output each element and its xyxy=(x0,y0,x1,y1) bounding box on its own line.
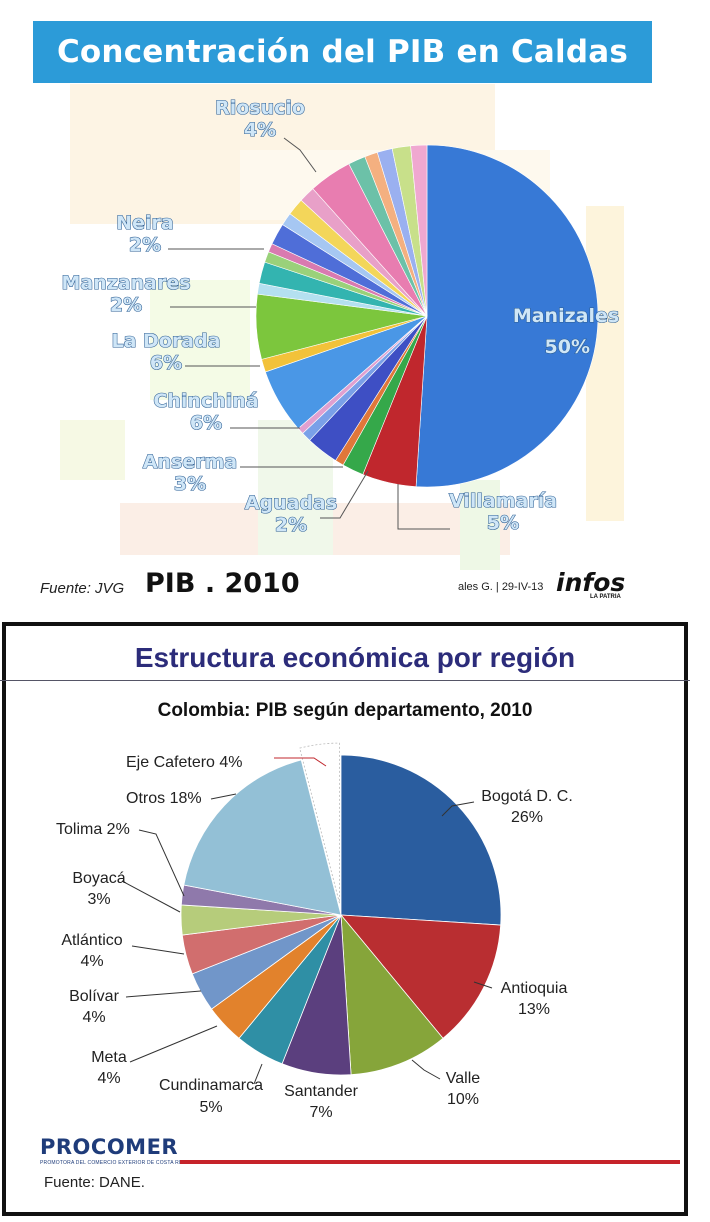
colombia-pie-svg: Bogotá D. C. 26% Antioquia 13% Valle 10% Santa… xyxy=(56,742,573,1121)
value-valle: 10% xyxy=(447,1091,479,1108)
bg-patch xyxy=(60,420,125,480)
page-title: Concentración del PIB en Caldas xyxy=(33,21,652,83)
label-tolima: Tolima 2% xyxy=(56,821,130,838)
credit-text: ales G. | 29-IV-13 xyxy=(458,581,544,593)
leader-bolivar xyxy=(125,990,202,998)
value-bogota-d-c: 26% xyxy=(511,809,543,826)
leader-riosucio xyxy=(283,137,317,173)
label-anserma: Anserma xyxy=(143,451,237,473)
leader-meta xyxy=(129,1025,218,1063)
leader-boyaca xyxy=(121,880,181,913)
value-manzanares: 2% xyxy=(110,294,142,316)
pie-slice-otros xyxy=(183,759,342,916)
value-chinchina: 6% xyxy=(190,412,222,434)
value-anserma: 3% xyxy=(174,473,206,495)
bg-patch xyxy=(460,480,500,570)
label-neira: Neira xyxy=(116,212,174,234)
value-bolivar: 4% xyxy=(82,1009,105,1026)
label-boyaca: Boyacá xyxy=(72,870,125,887)
pie-slice-valle xyxy=(340,913,444,1076)
bg-patch xyxy=(586,206,624,521)
label-riosucio: Riosucio xyxy=(215,97,305,119)
value-neira: 2% xyxy=(129,234,161,256)
source-left: Fuente: JVG xyxy=(40,580,125,597)
pib-overlay-label: PIB . 2010 xyxy=(145,568,300,599)
value-aguadas: 2% xyxy=(275,514,307,536)
pie-slice-antioquia xyxy=(340,914,502,1039)
value-villamaria: 5% xyxy=(487,512,519,534)
label-la-dorada: La Dorada xyxy=(112,330,221,352)
label-eje-cafetero: Eje Cafetero 4% xyxy=(126,754,243,771)
value-santander: 7% xyxy=(309,1104,332,1121)
caldas-chart-panel: Concentración del PIB en Caldas Manizale… xyxy=(33,21,652,600)
bg-patch xyxy=(150,280,250,400)
label-aguadas: Aguadas xyxy=(245,492,337,514)
infos-logo-subtext: LA PATRIA xyxy=(590,594,621,600)
label-bogota-d-c: Bogotá D. C. xyxy=(481,788,573,805)
label-villamaria: Villamaría xyxy=(449,490,557,512)
value-cundinamarca: 5% xyxy=(199,1099,222,1116)
value-manizales: 50% xyxy=(545,336,590,358)
label-valle: Valle xyxy=(446,1070,480,1087)
label-chinchina: Chinchiná xyxy=(153,390,258,412)
value-antioquia: 13% xyxy=(518,1001,550,1018)
title-divider xyxy=(0,680,690,681)
colombia-chart-panel: Estructura económica por región Colombia… xyxy=(0,622,690,1216)
pie-slice-bogota-d-c xyxy=(340,754,502,926)
leader-atlantico xyxy=(131,945,185,955)
leader-valle xyxy=(411,1059,441,1080)
label-atlantico: Atlántico xyxy=(61,932,122,949)
chart-subtitle: Colombia: PIB según departamento, 2010 xyxy=(157,700,533,721)
bottom-title: Estructura económica por región xyxy=(134,642,576,673)
value-la-dorada: 6% xyxy=(150,352,182,374)
leader-tolima xyxy=(138,829,185,897)
pie-slice-other xyxy=(410,144,428,317)
pie-slice-eje-cafetero xyxy=(299,742,340,904)
leader-bogota-d-c xyxy=(441,801,475,817)
procomer-tagline: PROMOTORA DEL COMERCIO EXTERIOR DE COSTA… xyxy=(40,1160,188,1166)
leader-eje-cafetero xyxy=(274,757,327,767)
label-manizales: Manizales xyxy=(513,305,619,327)
red-accent-line xyxy=(180,1160,680,1164)
leader-antioquia xyxy=(473,981,493,989)
pie-slice-manizales xyxy=(415,144,599,488)
value-riosucio: 4% xyxy=(244,119,276,141)
label-manzanares: Manzanares xyxy=(61,272,190,294)
procomer-logo: PROCOMER xyxy=(40,1135,179,1159)
label-otros: Otros 18% xyxy=(126,790,202,807)
infos-logo: infos xyxy=(556,568,626,597)
label-bolivar: Bolívar xyxy=(69,988,119,1005)
leader-cundinamarca xyxy=(253,1063,263,1085)
value-meta: 4% xyxy=(97,1070,120,1087)
leader-otros xyxy=(210,793,237,800)
leader-villamaria xyxy=(397,484,450,530)
label-santander: Santander xyxy=(284,1083,359,1100)
leader-aguadas xyxy=(320,470,369,519)
caldas-pie-svg: Manizales50%Villamaría5%Aguadas2%Anserma… xyxy=(61,96,620,536)
label-meta: Meta xyxy=(91,1049,127,1066)
source-note: Fuente: DANE. xyxy=(44,1174,145,1191)
value-boyaca: 3% xyxy=(87,891,110,908)
value-atlantico: 4% xyxy=(80,953,103,970)
label-cundinamarca: Cundinamarca xyxy=(159,1077,263,1094)
label-antioquia: Antioquia xyxy=(501,980,568,997)
